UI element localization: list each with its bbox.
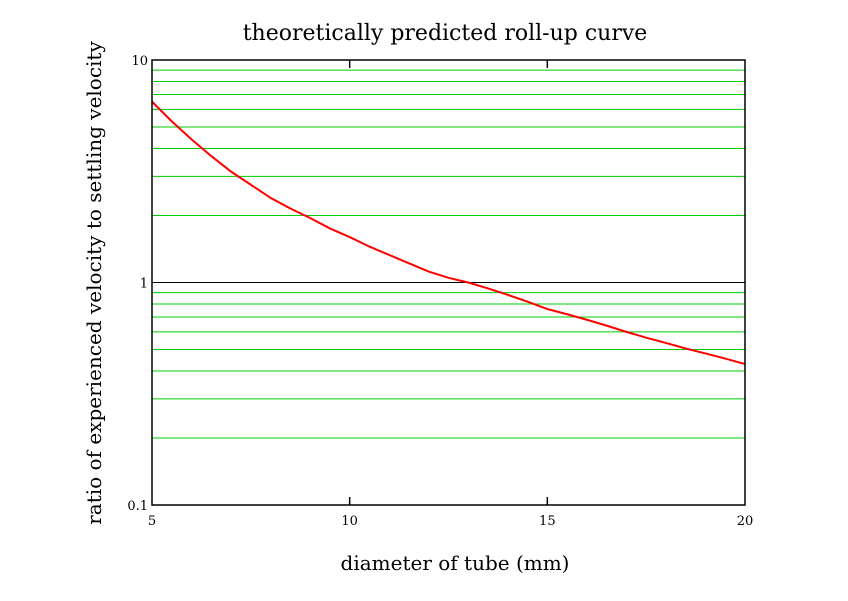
plot-frame: [151, 59, 746, 506]
y-axis-label: ratio of experienced velocity to settlin…: [82, 41, 106, 525]
chart-title: theoretically predicted roll-up curve: [243, 21, 648, 46]
x-tick-label-0: 5: [148, 514, 156, 529]
grid: [152, 69, 745, 439]
x-tick-label-2: 15: [539, 514, 556, 529]
x-tick-label-3: 20: [737, 514, 754, 529]
ticks: [348, 60, 549, 505]
y-tick-label-0: 0.1: [127, 499, 148, 514]
series-line: [151, 100, 746, 366]
x-tick-labels: 5 10 15 20: [148, 514, 753, 529]
y-tick-label-1: 1: [140, 277, 148, 292]
x-tick-label-1: 10: [341, 514, 358, 529]
y-tick-labels: 0.1 1 10: [127, 54, 148, 514]
y-tick-label-2: 10: [131, 54, 148, 69]
x-axis-label: diameter of tube (mm): [341, 551, 570, 575]
